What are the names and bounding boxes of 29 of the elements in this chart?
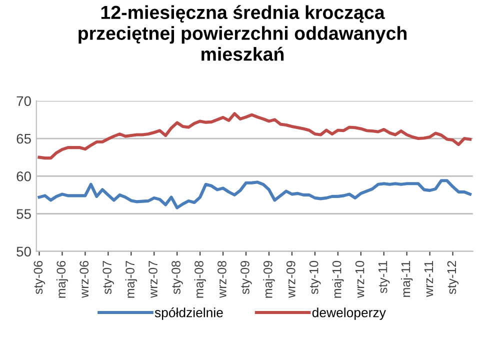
chart-title: 12-miesięczna średnia krocząca przeciętnej powierzchni oddawanych mieszkań (78, 5, 406, 61)
y-tick-label: 70 (16, 96, 31, 106)
x-tick-label: maj-10 (332, 260, 344, 298)
x-tick-label: wrz-06 (80, 260, 89, 298)
x-tick-label: sty-08 (172, 260, 183, 294)
x-tick-label: sty-12 (447, 261, 459, 294)
x-tick-label: maj-06 (56, 260, 68, 298)
y-tick-label: 55 (16, 209, 31, 219)
y-tick-label: 65 (16, 134, 31, 144)
x-tick-label: maj-09 (263, 260, 275, 298)
line-series (38, 112, 472, 160)
line-series (38, 179, 472, 210)
x-tick-label: sty-06 (34, 260, 46, 294)
y-tick-label: 60 (16, 171, 31, 182)
x-tick-label: wrz-09 (286, 260, 296, 298)
x-tick-label: sty-07 (102, 261, 114, 294)
x-tick-label: wrz-10 (355, 260, 364, 298)
y-tick-label: 50 (16, 246, 31, 257)
legend-label: deweloperzy (312, 308, 386, 320)
x-tick-label: sty-10 (309, 260, 321, 294)
legend-label: spółdzielnie (154, 307, 223, 320)
x-tick-label: sty-09 (240, 260, 252, 294)
x-tick-label: maj-11 (401, 261, 413, 297)
x-tick-label: wrz-11 (424, 261, 434, 297)
x-tick-label: wrz-07 (148, 261, 158, 298)
x-tick-label: maj-07 (125, 261, 137, 298)
x-tick-label: sty-11 (378, 261, 390, 294)
x-tick-label: wrz-08 (218, 260, 226, 298)
x-tick-label: maj-08 (194, 260, 206, 298)
